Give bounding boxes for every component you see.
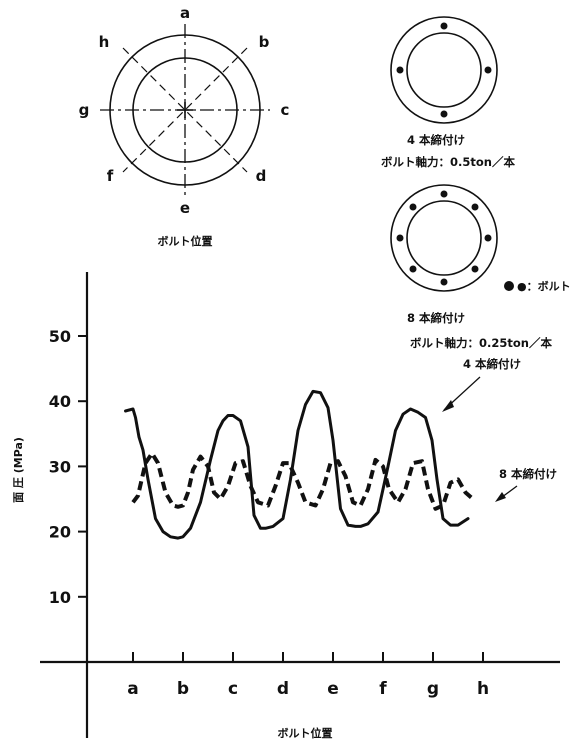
bolt-dot [471, 203, 479, 211]
bolt-position-diagram: a b c d e f g h ボルト位置 [79, 4, 290, 248]
y-tick-label-20: 20 [49, 523, 71, 542]
bolt-legend-label: ●：ボルト [517, 279, 571, 293]
x-axis-label: ボルト位置 [278, 726, 333, 740]
four-bolt-caption: 4 本締付け [407, 133, 465, 147]
series-line-eight-bolt [131, 451, 475, 511]
four-bolt-outer-ring [390, 16, 498, 124]
bolt-dot [396, 66, 404, 74]
x-tick-label-h: h [477, 679, 489, 699]
x-tick-label-f: f [379, 679, 387, 699]
x-tick-label-d: d [277, 679, 289, 699]
x-ticks: a b c d e f g h [127, 652, 489, 699]
y-ticks: 10 20 30 40 50 [49, 327, 87, 607]
x-tick-label-b: b [177, 679, 189, 699]
eight-bolt-axial-force: ボルト軸力：0.25ton／本 [410, 336, 552, 350]
four-bolt-inner-ring [406, 32, 482, 108]
bolt-dot [440, 190, 448, 198]
series-line-four-bolt [124, 389, 470, 540]
bolt-dot [484, 66, 492, 74]
four-bolt-diagram: 4 本締付け ボルト軸力：0.5ton／本 [381, 16, 515, 169]
position-label-f: f [107, 167, 114, 185]
annotation-four-bolt: 4 本締付け [463, 357, 521, 371]
y-tick-label-10: 10 [49, 588, 71, 607]
four-bolt-axial-force: ボルト軸力：0.5ton／本 [381, 155, 515, 169]
diagonal-centerline-2 [122, 47, 248, 173]
position-label-h: h [99, 33, 110, 51]
eight-bolt-diagram: ●：ボルト 8 本締付け ボルト軸力：0.25ton／本 [390, 184, 571, 350]
series-layer [124, 389, 475, 540]
y-tick-label-40: 40 [49, 392, 71, 411]
position-label-a: a [180, 4, 190, 22]
bolt-legend-dot [504, 281, 514, 291]
bolt-position-caption: ボルト位置 [158, 234, 213, 248]
bolt-dot [409, 203, 417, 211]
annotation-arrowhead-four-bolt [442, 400, 454, 412]
bolt-dot [440, 110, 448, 118]
annotation-arrowhead-eight-bolt [495, 492, 506, 502]
position-label-e: e [180, 199, 190, 217]
y-tick-label-50: 50 [49, 327, 71, 346]
bolt-dot [471, 265, 479, 273]
bolt-dot [396, 234, 404, 242]
y-axis-label: 面 圧 (MPa) [12, 437, 25, 503]
y-tick-label-30: 30 [49, 457, 71, 476]
bolt-dot [440, 278, 448, 286]
x-tick-label-a: a [127, 679, 138, 699]
diagonal-centerline-1 [122, 47, 248, 173]
pressure-chart: 10 20 30 40 50 a b c d e f g h 面 圧 (MPa) ボルト位置 4 本締… [12, 272, 560, 740]
position-label-d: d [256, 167, 267, 185]
eight-bolt-caption: 8 本締付け [407, 311, 465, 325]
bolt-dot [484, 234, 492, 242]
x-tick-label-e: e [327, 679, 339, 699]
annotation-eight-bolt: 8 本締付け [499, 467, 557, 481]
x-tick-label-c: c [228, 679, 238, 699]
eight-bolt-inner-ring [406, 200, 482, 276]
x-tick-label-g: g [427, 679, 439, 699]
position-label-b: b [259, 33, 270, 51]
position-label-g: g [79, 101, 90, 119]
bolt-dot [440, 22, 448, 30]
bolt-dot [409, 265, 417, 273]
position-label-c: c [281, 101, 290, 119]
eight-bolt-outer-ring [390, 184, 498, 292]
